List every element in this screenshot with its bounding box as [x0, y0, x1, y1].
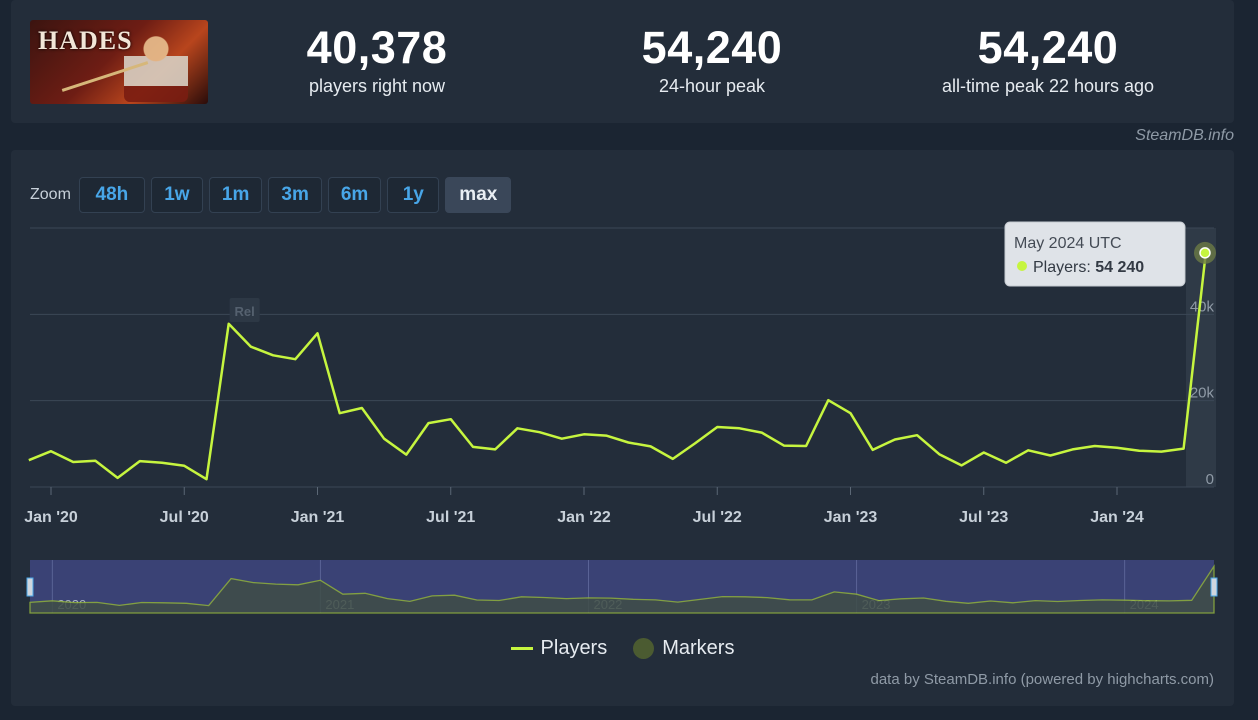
chart-credit[interactable]: data by SteamDB.info (powered by highcha… — [870, 671, 1215, 688]
legend-label-players: Players — [540, 637, 608, 659]
x-tick-label: Jul '21 — [426, 509, 475, 526]
zoom-label: Zoom — [30, 186, 71, 203]
marker-label: Rel — [235, 304, 255, 319]
x-tick-label: Jul '20 — [160, 509, 209, 526]
x-tick-label: Jan '21 — [291, 509, 345, 526]
chart-panel: Zoom 48h 1w 1m 3m 6m 1y max 0 20k 40k Jan '20 Jul … — [11, 150, 1234, 706]
zoom-bar: Zoom 48h 1w 1m 3m 6m 1y max — [30, 176, 517, 214]
x-tick-label: Jan '22 — [557, 509, 611, 526]
legend-dot-icon — [633, 638, 655, 659]
x-tick-label: Jan '24 — [1090, 509, 1144, 526]
tooltip-box — [1004, 221, 1186, 287]
x-tick-label: Jan '23 — [824, 509, 878, 526]
tooltip-date: May 2024 UTC — [1014, 235, 1122, 252]
navigator-left-handle[interactable] — [26, 577, 34, 597]
x-tick-label: Jul '23 — [959, 509, 1008, 526]
zoom-button-1y[interactable]: 1y — [387, 177, 440, 213]
tooltip-series: Players: 54 240 — [1033, 259, 1144, 276]
zoom-button-48h[interactable]: 48h — [78, 177, 145, 213]
steamdb-attribution[interactable]: SteamDB.info — [1135, 127, 1234, 144]
hades-game-logo[interactable]: HADES — [30, 20, 208, 104]
legend-item-players[interactable]: Players — [510, 637, 608, 660]
x-tick-label: Jan '20 — [24, 509, 78, 526]
player-count-chart[interactable]: 0 20k 40k Jan '20 Jul '20 Jan '21 Jul '21 Jan '… — [11, 150, 1234, 706]
logo-character-art — [124, 26, 188, 102]
navigator-series-area — [29, 564, 1215, 614]
stat-all-time-peak: 54,240 all-time peak 22 hours ago — [918, 22, 1178, 97]
tooltip-series-dot — [1017, 261, 1027, 271]
zoom-button-max[interactable]: max — [445, 177, 512, 213]
navigator-right-handle[interactable] — [1210, 577, 1218, 597]
x-tick-label: Jul '22 — [693, 509, 742, 526]
zoom-button-3m[interactable]: 3m — [268, 177, 322, 213]
stat-current-players: 40,378 players right now — [247, 22, 507, 97]
stat-label: players right now — [308, 76, 446, 96]
logo-title: HADES — [38, 26, 133, 55]
y-tick-label: 20k — [1190, 385, 1215, 402]
players-series-line[interactable] — [28, 252, 1208, 481]
stat-24h-peak: 54,240 24-hour peak — [582, 22, 842, 97]
stat-value: 40,378 — [306, 22, 448, 73]
zoom-button-1m[interactable]: 1m — [208, 177, 263, 213]
zoom-button-6m[interactable]: 6m — [327, 177, 382, 213]
legend-label-markers: Markers — [662, 637, 735, 659]
zoom-button-1w[interactable]: 1w — [150, 177, 203, 213]
y-tick-label: 0 — [1206, 471, 1214, 488]
zoom-buttons: 48h 1w 1m 3m 6m 1y max — [78, 177, 517, 213]
stats-panel: HADES 40,378 players right now 54,240 24… — [11, 0, 1234, 123]
stat-label: 24-hour peak — [658, 76, 766, 96]
hover-point[interactable] — [1199, 247, 1211, 259]
legend-item-markers[interactable]: Markers — [633, 637, 734, 660]
stat-value: 54,240 — [977, 22, 1119, 73]
legend-line-icon — [510, 647, 533, 650]
chart-legend: Players Markers — [11, 637, 1234, 660]
stat-label: all-time peak 22 hours ago — [941, 76, 1155, 96]
y-tick-label: 40k — [1190, 298, 1215, 315]
hover-band — [1186, 228, 1216, 487]
marker-badge[interactable] — [229, 298, 260, 322]
stat-value: 54,240 — [641, 22, 783, 73]
